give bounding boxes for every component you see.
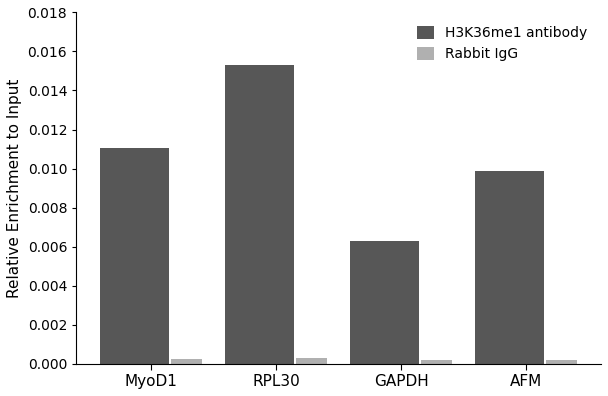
Bar: [171, 359, 202, 364]
Bar: [421, 360, 452, 364]
Legend: H3K36me1 antibody, Rabbit IgG: H3K36me1 antibody, Rabbit IgG: [410, 19, 594, 68]
Bar: [475, 171, 544, 364]
Y-axis label: Relative Enrichment to Input: Relative Enrichment to Input: [7, 78, 22, 298]
Bar: [100, 148, 168, 364]
Bar: [225, 65, 294, 364]
Bar: [350, 241, 418, 364]
Bar: [546, 360, 578, 364]
Bar: [296, 358, 327, 364]
